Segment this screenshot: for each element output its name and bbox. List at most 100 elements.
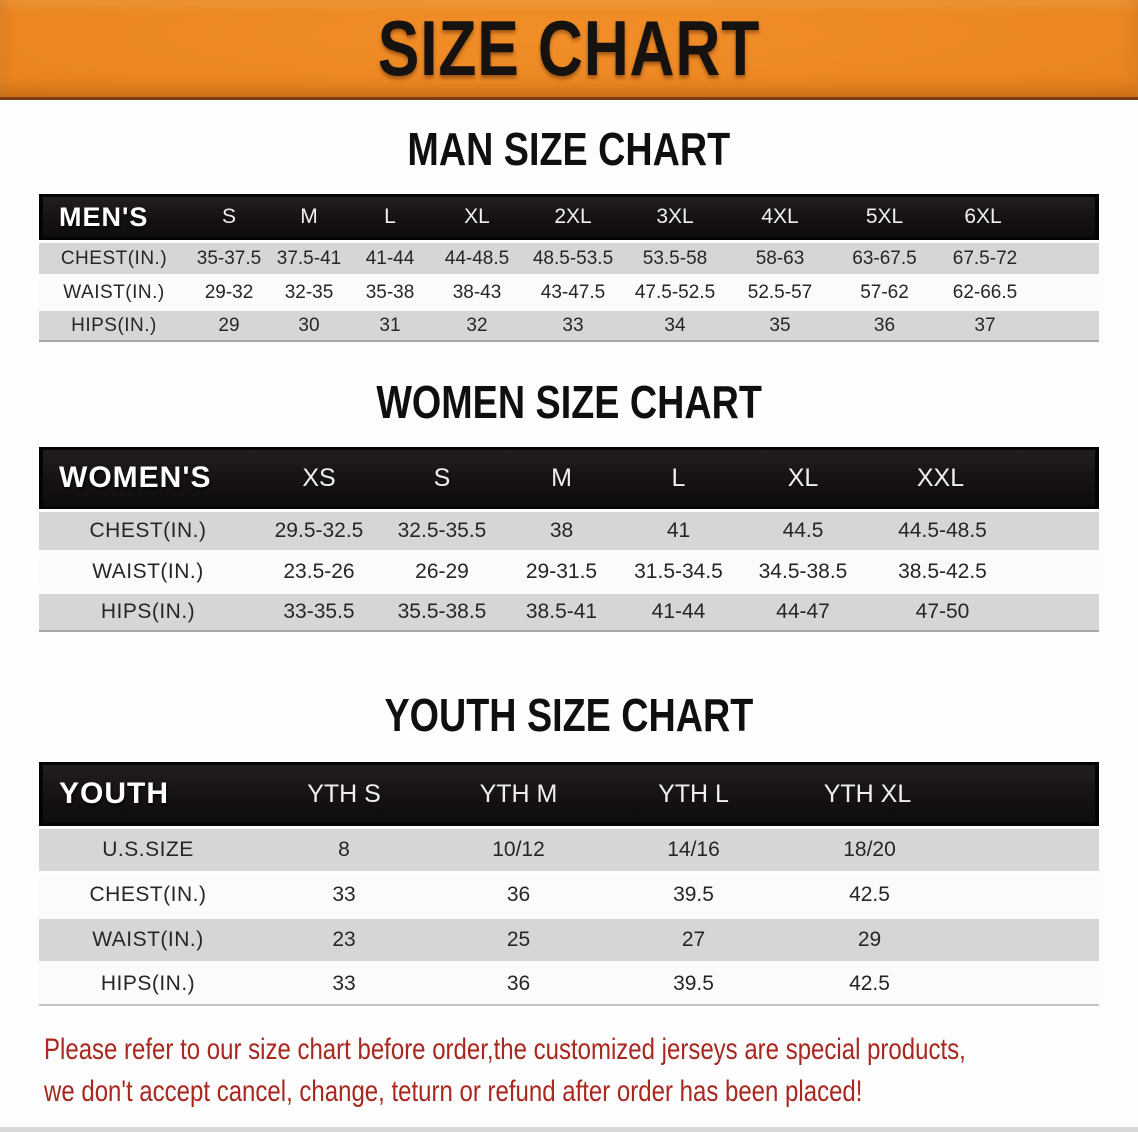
men-size-table: MEN'S S M L XL 2XL 3XL 4XL 5XL 6XL CHEST(IN.) 35-37…	[39, 191, 1099, 345]
table-header-row: MEN'S S M L XL 2XL 3XL 4XL 5XL 6XL	[39, 194, 1099, 240]
size-column-header: XL	[431, 194, 523, 240]
size-value: 26-29	[381, 553, 503, 591]
size-value: 37	[936, 311, 1099, 342]
size-column-header: 3XL	[623, 194, 727, 240]
size-value: 44-47	[737, 594, 869, 632]
youth-section-title: YOUTH SIZE CHART	[0, 690, 1138, 740]
table-row: CHEST(IN.) 29.5-32.5 32.5-35.5 38 41 44.5 44.5…	[39, 512, 1099, 550]
row-label: CHEST(IN.)	[39, 874, 257, 916]
men-size-section: MAN SIZE CHART MEN'S S M L XL 2XL 3XL 4XL 5XL 6XL C…	[0, 124, 1138, 345]
row-label: WAIST(IN.)	[39, 277, 189, 308]
row-label: CHEST(IN.)	[39, 512, 257, 550]
size-value: 42.5	[781, 874, 1099, 916]
men-group-label: MEN'S	[39, 194, 189, 240]
size-value: 23.5-26	[257, 553, 381, 591]
section-title-text: YOUTH SIZE CHART	[384, 689, 754, 741]
table-row: CHEST(IN.) 33 36 39.5 42.5	[39, 874, 1099, 916]
size-value: 30	[269, 311, 349, 342]
size-value: 47.5-52.5	[623, 277, 727, 308]
size-column-header: M	[269, 194, 349, 240]
size-value: 33	[257, 874, 431, 916]
size-value: 36	[833, 311, 936, 342]
size-value: 14/16	[606, 829, 781, 871]
size-value: 29	[781, 919, 1099, 961]
size-value: 34.5-38.5	[737, 553, 869, 591]
table-row: WAIST(IN.) 23.5-26 26-29 29-31.5 31.5-34.5 34…	[39, 553, 1099, 591]
size-value: 44.5-48.5	[869, 512, 1099, 550]
size-value: 33	[257, 964, 431, 1006]
youth-size-table: YOUTH YTH S YTH M YTH L YTH XL U.S.SIZE 8 10/12…	[39, 759, 1099, 1009]
table-row: HIPS(IN.) 29 30 31 32 33 34 35 36 37	[39, 311, 1099, 342]
women-size-table: WOMEN'S XS S M L XL XXL CHEST(IN.) 29.5-32.5 32.5…	[39, 444, 1099, 635]
size-value: 36	[431, 964, 606, 1006]
table-row: HIPS(IN.) 33-35.5 35.5-38.5 38.5-41 41-44 44-…	[39, 594, 1099, 632]
size-column-header: YTH XL	[781, 762, 1099, 826]
size-value: 29.5-32.5	[257, 512, 381, 550]
size-value: 67.5-72	[936, 243, 1099, 274]
row-label: U.S.SIZE	[39, 829, 257, 871]
size-value: 27	[606, 919, 781, 961]
size-value: 33-35.5	[257, 594, 381, 632]
size-column-header: 2XL	[523, 194, 623, 240]
size-column-header: S	[381, 447, 503, 509]
size-value: 48.5-53.5	[523, 243, 623, 274]
size-value: 29	[189, 311, 269, 342]
section-title-text: WOMEN SIZE CHART	[376, 376, 762, 428]
disclaimer-line1: Please refer to our size chart before or…	[44, 1033, 966, 1066]
size-column-header: 6XL	[936, 194, 1099, 240]
size-value: 10/12	[431, 829, 606, 871]
youth-size-section: YOUTH SIZE CHART YOUTH YTH S YTH M YTH L YTH …	[0, 690, 1138, 1009]
size-value: 35	[727, 311, 833, 342]
size-value: 32	[431, 311, 523, 342]
table-header-row: YOUTH YTH S YTH M YTH L YTH XL	[39, 762, 1099, 826]
women-size-section: WOMEN SIZE CHART WOMEN'S XS S M L XL XXL CHEST(I…	[0, 377, 1138, 635]
row-label: HIPS(IN.)	[39, 594, 257, 632]
size-value: 38	[503, 512, 620, 550]
size-value: 43-47.5	[523, 277, 623, 308]
size-column-header: XXL	[869, 447, 1099, 509]
size-column-header: M	[503, 447, 620, 509]
size-value: 41-44	[349, 243, 431, 274]
size-column-header: S	[189, 194, 269, 240]
size-value: 25	[431, 919, 606, 961]
row-label: HIPS(IN.)	[39, 964, 257, 1006]
banner-title: SIZE CHART	[377, 4, 761, 92]
table-header-row: WOMEN'S XS S M L XL XXL	[39, 447, 1099, 509]
size-chart-banner: SIZE CHART	[0, 0, 1138, 100]
row-label: CHEST(IN.)	[39, 243, 189, 274]
women-section-title: WOMEN SIZE CHART	[0, 377, 1138, 427]
section-title-text: MAN SIZE CHART	[407, 123, 731, 175]
size-value: 35-37.5	[189, 243, 269, 274]
size-value: 31.5-34.5	[620, 553, 737, 591]
size-value: 34	[623, 311, 727, 342]
size-value: 39.5	[606, 964, 781, 1006]
size-value: 23	[257, 919, 431, 961]
youth-group-label: YOUTH	[39, 762, 257, 826]
size-column-header: 4XL	[727, 194, 833, 240]
size-value: 62-66.5	[936, 277, 1099, 308]
size-value: 35.5-38.5	[381, 594, 503, 632]
size-column-header: YTH L	[606, 762, 781, 826]
size-value: 41	[620, 512, 737, 550]
size-value: 18/20	[781, 829, 1099, 871]
size-value: 39.5	[606, 874, 781, 916]
size-value: 38.5-41	[503, 594, 620, 632]
men-section-title: MAN SIZE CHART	[0, 124, 1138, 174]
disclaimer: Please refer to our size chart before or…	[44, 1029, 1138, 1113]
size-value: 29-32	[189, 277, 269, 308]
size-value: 47-50	[869, 594, 1099, 632]
size-value: 32-35	[269, 277, 349, 308]
row-label: WAIST(IN.)	[39, 919, 257, 961]
size-value: 58-63	[727, 243, 833, 274]
size-column-header: XL	[737, 447, 869, 509]
size-value: 41-44	[620, 594, 737, 632]
size-value: 53.5-58	[623, 243, 727, 274]
row-label: WAIST(IN.)	[39, 553, 257, 591]
size-column-header: L	[620, 447, 737, 509]
size-value: 44.5	[737, 512, 869, 550]
table-row: HIPS(IN.) 33 36 39.5 42.5	[39, 964, 1099, 1006]
table-row: WAIST(IN.) 23 25 27 29	[39, 919, 1099, 961]
size-column-header: YTH M	[431, 762, 606, 826]
size-value: 31	[349, 311, 431, 342]
table-row: WAIST(IN.) 29-32 32-35 35-38 38-43 43-47.5 47.…	[39, 277, 1099, 308]
